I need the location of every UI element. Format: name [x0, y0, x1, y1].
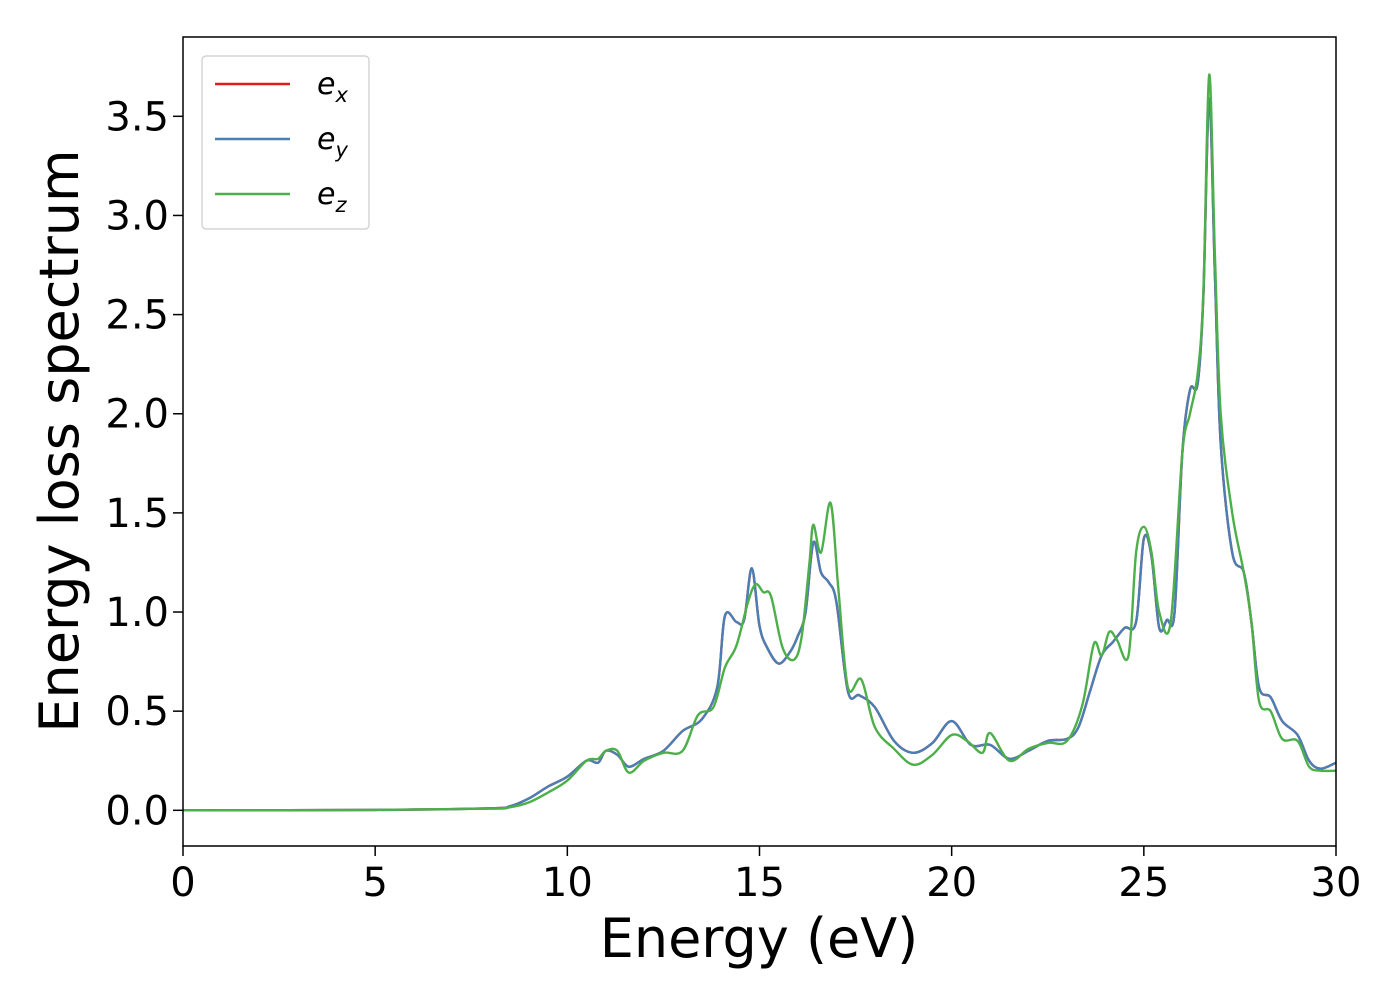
- series-line-ez: [182, 73, 1337, 812]
- x-axis-title: Energy (eV): [600, 907, 919, 970]
- y-tick-label: 0.0: [105, 788, 169, 834]
- y-tick-label: 2.5: [105, 293, 169, 339]
- y-tick-label: 0.5: [105, 689, 169, 735]
- x-axis-ticks: 0 5 10 15 20 25 30: [170, 846, 1361, 906]
- x-tick-label: 5: [362, 860, 387, 906]
- x-tick-label: 15: [734, 860, 785, 906]
- y-tick-label: 1.5: [105, 491, 169, 537]
- y-tick-label: 1.0: [105, 590, 169, 636]
- x-tick-label: 20: [926, 860, 977, 906]
- y-axis-title: Energy loss spectrum: [28, 149, 91, 732]
- y-tick-label: 3.0: [105, 193, 169, 239]
- legend-box: [201, 55, 370, 230]
- plot-lines: [182, 73, 1337, 812]
- x-tick-label: 25: [1118, 860, 1169, 906]
- x-tick-label: 30: [1311, 860, 1362, 906]
- x-tick-label: 10: [542, 860, 593, 906]
- y-tick-label: 3.5: [105, 94, 169, 140]
- y-tick-label: 2.0: [105, 392, 169, 438]
- y-axis-ticks: 0.0 0.5 1.0 1.5 2.0 2.5 3.0 3.5: [105, 94, 183, 834]
- x-tick-label: 0: [170, 860, 195, 906]
